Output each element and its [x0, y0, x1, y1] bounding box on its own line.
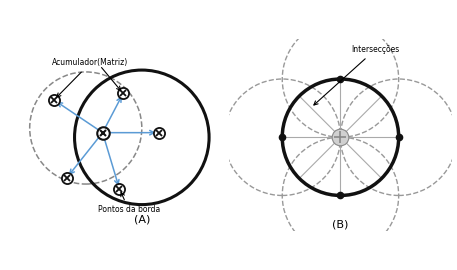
Text: Intersecções: Intersecções — [314, 45, 399, 105]
Text: Acumulador(Matriz): Acumulador(Matriz) — [52, 58, 128, 97]
Text: Pontos da borda: Pontos da borda — [98, 193, 160, 214]
Text: (B): (B) — [332, 220, 349, 230]
Text: (A): (A) — [133, 214, 150, 224]
